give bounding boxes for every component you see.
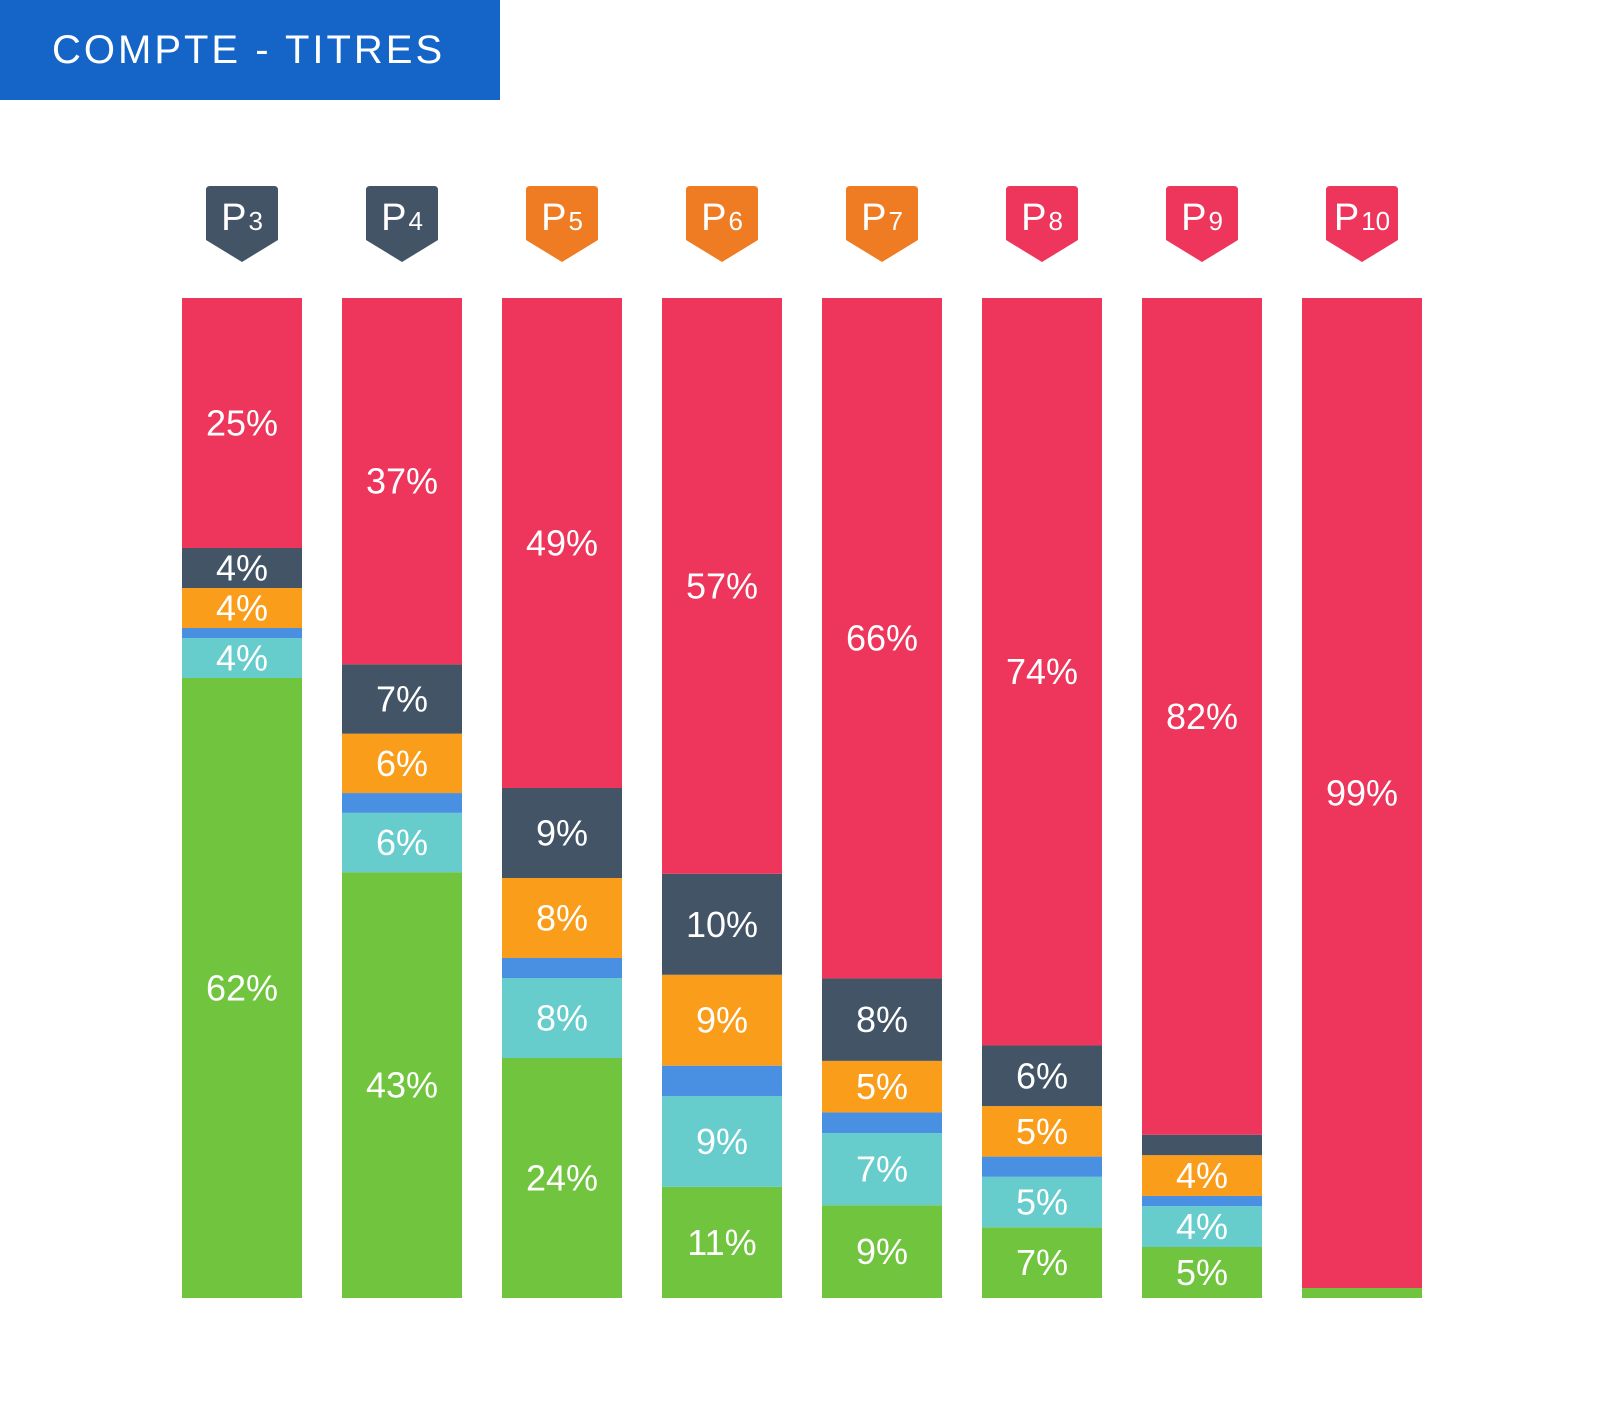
data-label-teal-1: 4% — [216, 638, 268, 679]
bar-segment-dark-7 — [1142, 1134, 1262, 1156]
category-label-3: P5 — [541, 197, 583, 239]
data-label-green-1: 62% — [206, 968, 278, 1009]
data-label-red-6: 74% — [1006, 651, 1078, 692]
bar-segment-teal-4 — [662, 1095, 782, 1187]
bar-segment-teal-3 — [502, 978, 622, 1058]
bar-segment-red-3 — [502, 298, 622, 788]
bar-segment-dark-4 — [662, 873, 782, 975]
data-label-red-2: 37% — [366, 461, 438, 502]
data-label-green-2: 43% — [366, 1065, 438, 1106]
data-label-orange-3: 8% — [536, 898, 588, 939]
bar-segment-dark-1 — [182, 548, 302, 588]
data-label-teal-3: 8% — [536, 998, 588, 1039]
bar-segment-teal-5 — [822, 1133, 942, 1206]
data-label-green-6: 7% — [1016, 1242, 1068, 1283]
data-label-teal-6: 5% — [1016, 1182, 1068, 1223]
bar-segment-orange-3 — [502, 878, 622, 958]
data-label-dark-6: 6% — [1016, 1055, 1068, 1096]
bar-segment-green-7 — [1142, 1246, 1262, 1298]
bar-segment-dark-3 — [502, 788, 622, 878]
bar-segment-dark-6 — [982, 1045, 1102, 1107]
data-label-orange-6: 5% — [1016, 1111, 1068, 1152]
page-title: COMPTE - TITRES — [52, 27, 446, 72]
category-badge-6 — [1006, 186, 1078, 262]
bar-segment-red-4 — [662, 298, 782, 874]
bar-segment-blue-3 — [502, 958, 622, 978]
bar-segment-dark-2 — [342, 664, 462, 734]
data-label-green-7: 5% — [1176, 1252, 1228, 1293]
data-label-teal-5: 7% — [856, 1149, 908, 1190]
bar-segment-red-7 — [1142, 298, 1262, 1135]
category-label-7: P9 — [1181, 197, 1223, 239]
bar-segment-green-8 — [1302, 1288, 1422, 1298]
data-label-red-5: 66% — [846, 618, 918, 659]
data-label-orange-4: 9% — [696, 1000, 748, 1041]
bar-segment-orange-4 — [662, 974, 782, 1066]
data-label-teal-4: 9% — [696, 1121, 748, 1162]
data-label-green-5: 9% — [856, 1231, 908, 1272]
bar-segment-blue-2 — [342, 793, 462, 813]
data-label-dark-1: 4% — [216, 548, 268, 589]
category-badge-1 — [206, 186, 278, 262]
bar-segment-teal-1 — [182, 638, 302, 678]
bar-segment-green-6 — [982, 1227, 1102, 1298]
category-badge-3 — [526, 186, 598, 262]
bar-segment-teal-2 — [342, 812, 462, 873]
category-label-6: P8 — [1021, 197, 1063, 239]
data-label-green-3: 24% — [526, 1158, 598, 1199]
data-label-dark-5: 8% — [856, 999, 908, 1040]
bar-segment-blue-4 — [662, 1065, 782, 1096]
bar-segment-dark-5 — [822, 978, 942, 1061]
data-label-red-1: 25% — [206, 403, 278, 444]
bar-segment-green-3 — [502, 1058, 622, 1298]
data-label-red-4: 57% — [686, 565, 758, 606]
category-label-4: P6 — [701, 197, 743, 239]
category-label-8: P10 — [1334, 197, 1390, 239]
data-label-green-4: 11% — [687, 1222, 756, 1263]
bar-segment-blue-7 — [1142, 1195, 1262, 1207]
data-label-orange-2: 6% — [376, 743, 428, 784]
category-badge-2 — [366, 186, 438, 262]
category-label-2: P4 — [381, 197, 423, 239]
bar-segment-teal-6 — [982, 1176, 1102, 1228]
data-label-red-7: 82% — [1166, 696, 1238, 737]
category-badge-4 — [686, 186, 758, 262]
bar-segment-red-2 — [342, 298, 462, 665]
data-label-red-8: 99% — [1326, 773, 1398, 814]
bar-segment-red-6 — [982, 298, 1102, 1046]
category-badge-5 — [846, 186, 918, 262]
bar-segment-green-4 — [662, 1186, 782, 1298]
bar-segment-orange-7 — [1142, 1155, 1262, 1196]
bar-segment-orange-5 — [822, 1060, 942, 1113]
bar-segment-blue-1 — [182, 628, 302, 638]
bar-segment-blue-5 — [822, 1112, 942, 1134]
data-label-orange-7: 4% — [1176, 1155, 1228, 1196]
bar-segment-orange-2 — [342, 733, 462, 794]
bar-segment-orange-6 — [982, 1106, 1102, 1157]
bar-segment-red-5 — [822, 298, 942, 979]
data-label-teal-2: 6% — [376, 822, 428, 863]
bar-segment-red-1 — [182, 298, 302, 548]
header-banner: COMPTE - TITRES — [0, 0, 500, 100]
data-label-dark-2: 7% — [376, 678, 428, 719]
bar-segment-red-8 — [1302, 298, 1422, 1288]
data-label-dark-4: 10% — [686, 904, 758, 945]
category-badge-7 — [1166, 186, 1238, 262]
bar-segment-green-1 — [182, 678, 302, 1298]
category-label-1: P3 — [221, 197, 263, 239]
bar-segment-orange-1 — [182, 588, 302, 628]
bar-segment-green-5 — [822, 1205, 942, 1298]
data-label-dark-3: 9% — [536, 813, 588, 854]
data-label-red-3: 49% — [526, 523, 598, 564]
bar-segment-blue-6 — [982, 1156, 1102, 1177]
data-label-orange-5: 5% — [856, 1066, 908, 1107]
bar-segment-teal-7 — [1142, 1206, 1262, 1247]
data-label-orange-1: 4% — [216, 588, 268, 629]
data-label-teal-7: 4% — [1176, 1206, 1228, 1247]
category-label-5: P7 — [861, 197, 903, 239]
category-badge-8 — [1326, 186, 1398, 262]
bar-segment-green-2 — [342, 872, 462, 1298]
